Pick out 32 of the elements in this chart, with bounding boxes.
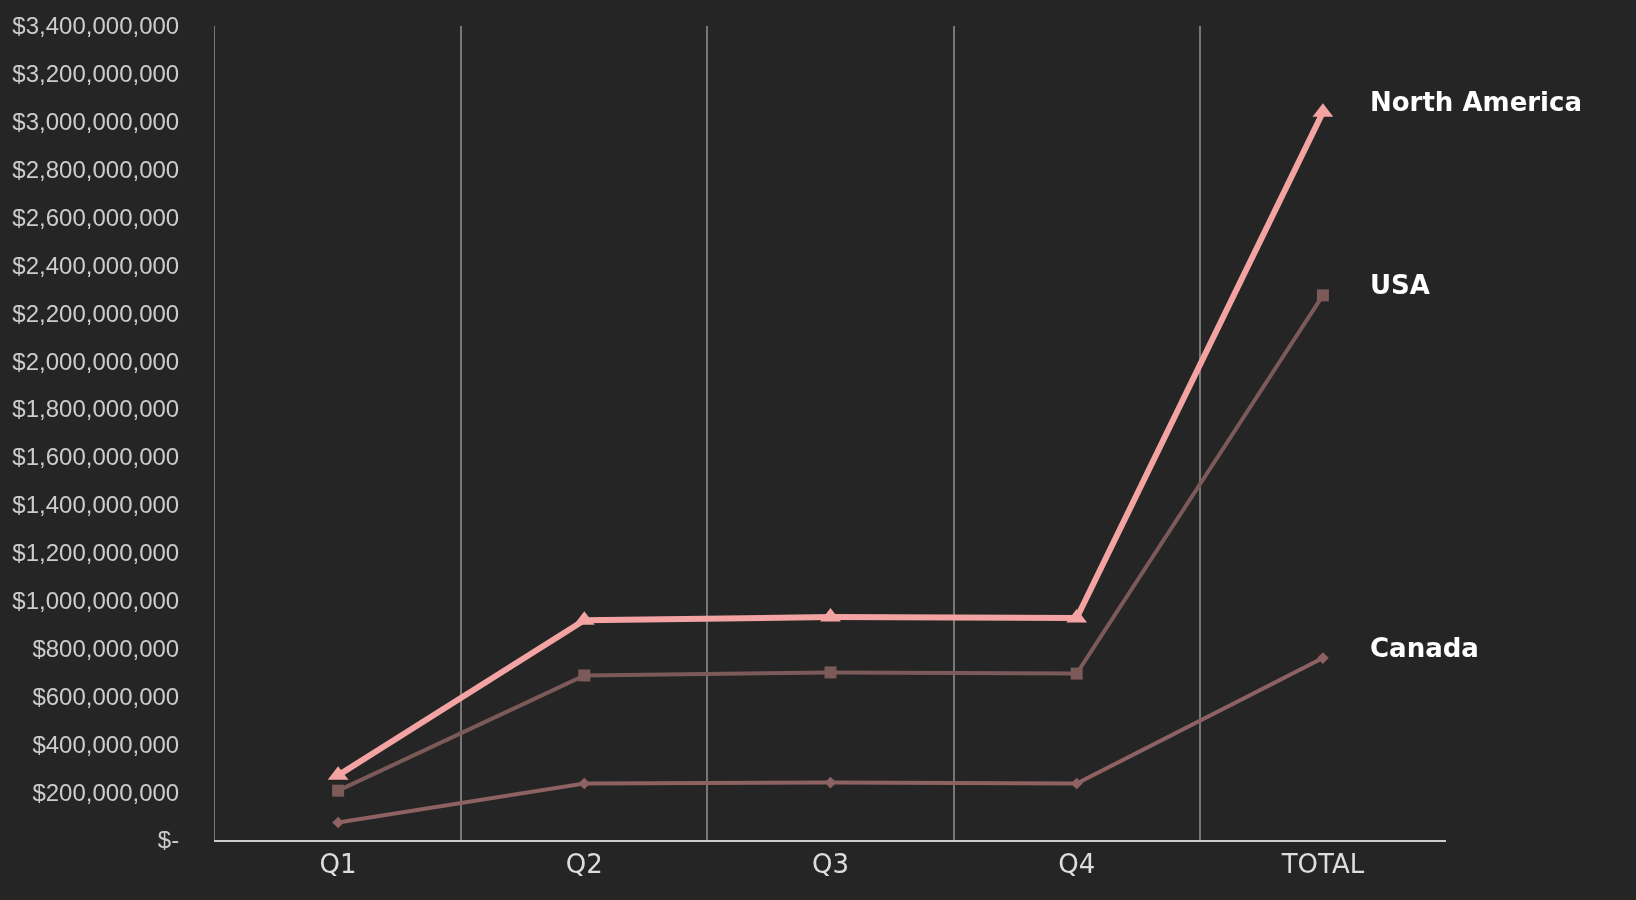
y-tick-label: $- bbox=[157, 826, 180, 854]
y-tick-label: $800,000,000 bbox=[32, 634, 180, 662]
point bbox=[332, 816, 344, 829]
y-tick-label: $1,600,000,000 bbox=[12, 443, 180, 471]
y-tick-label: $1,200,000,000 bbox=[12, 539, 180, 567]
point bbox=[824, 666, 837, 679]
y-tick-label: $2,400,000,000 bbox=[12, 251, 180, 279]
series-label: USA bbox=[1370, 270, 1430, 300]
y-tick-label: $2,800,000,000 bbox=[12, 156, 180, 184]
series-label: North America bbox=[1370, 87, 1582, 117]
y-tick-label: $2,600,000,000 bbox=[12, 203, 180, 231]
x-tick-label: TOTAL bbox=[1280, 849, 1365, 880]
y-tick-label: $400,000,000 bbox=[32, 730, 180, 758]
x-tick-label: Q4 bbox=[1058, 849, 1096, 880]
y-tick-label: $200,000,000 bbox=[32, 778, 180, 806]
y-tick-label: $1,400,000,000 bbox=[12, 491, 180, 519]
y-tick-label: $600,000,000 bbox=[32, 682, 180, 710]
y-tick-label: $2,000,000,000 bbox=[12, 347, 180, 375]
x-tick-label: Q3 bbox=[811, 849, 850, 880]
y-tick-label: $1,800,000,000 bbox=[12, 395, 180, 423]
y-tick-label: $1,000,000,000 bbox=[12, 586, 180, 614]
point bbox=[578, 669, 591, 682]
x-tick-label: Q2 bbox=[565, 849, 603, 880]
y-tick-label: $3,400,000,000 bbox=[12, 12, 180, 40]
x-tick-label: Q1 bbox=[319, 849, 357, 880]
y-tick-label: $3,200,000,000 bbox=[12, 60, 180, 88]
point bbox=[1070, 667, 1083, 680]
series-label: Canada bbox=[1370, 633, 1479, 663]
point bbox=[1316, 289, 1329, 302]
y-tick-label: $2,200,000,000 bbox=[12, 299, 180, 327]
point bbox=[332, 784, 345, 797]
y-tick-label: $3,000,000,000 bbox=[12, 108, 180, 136]
